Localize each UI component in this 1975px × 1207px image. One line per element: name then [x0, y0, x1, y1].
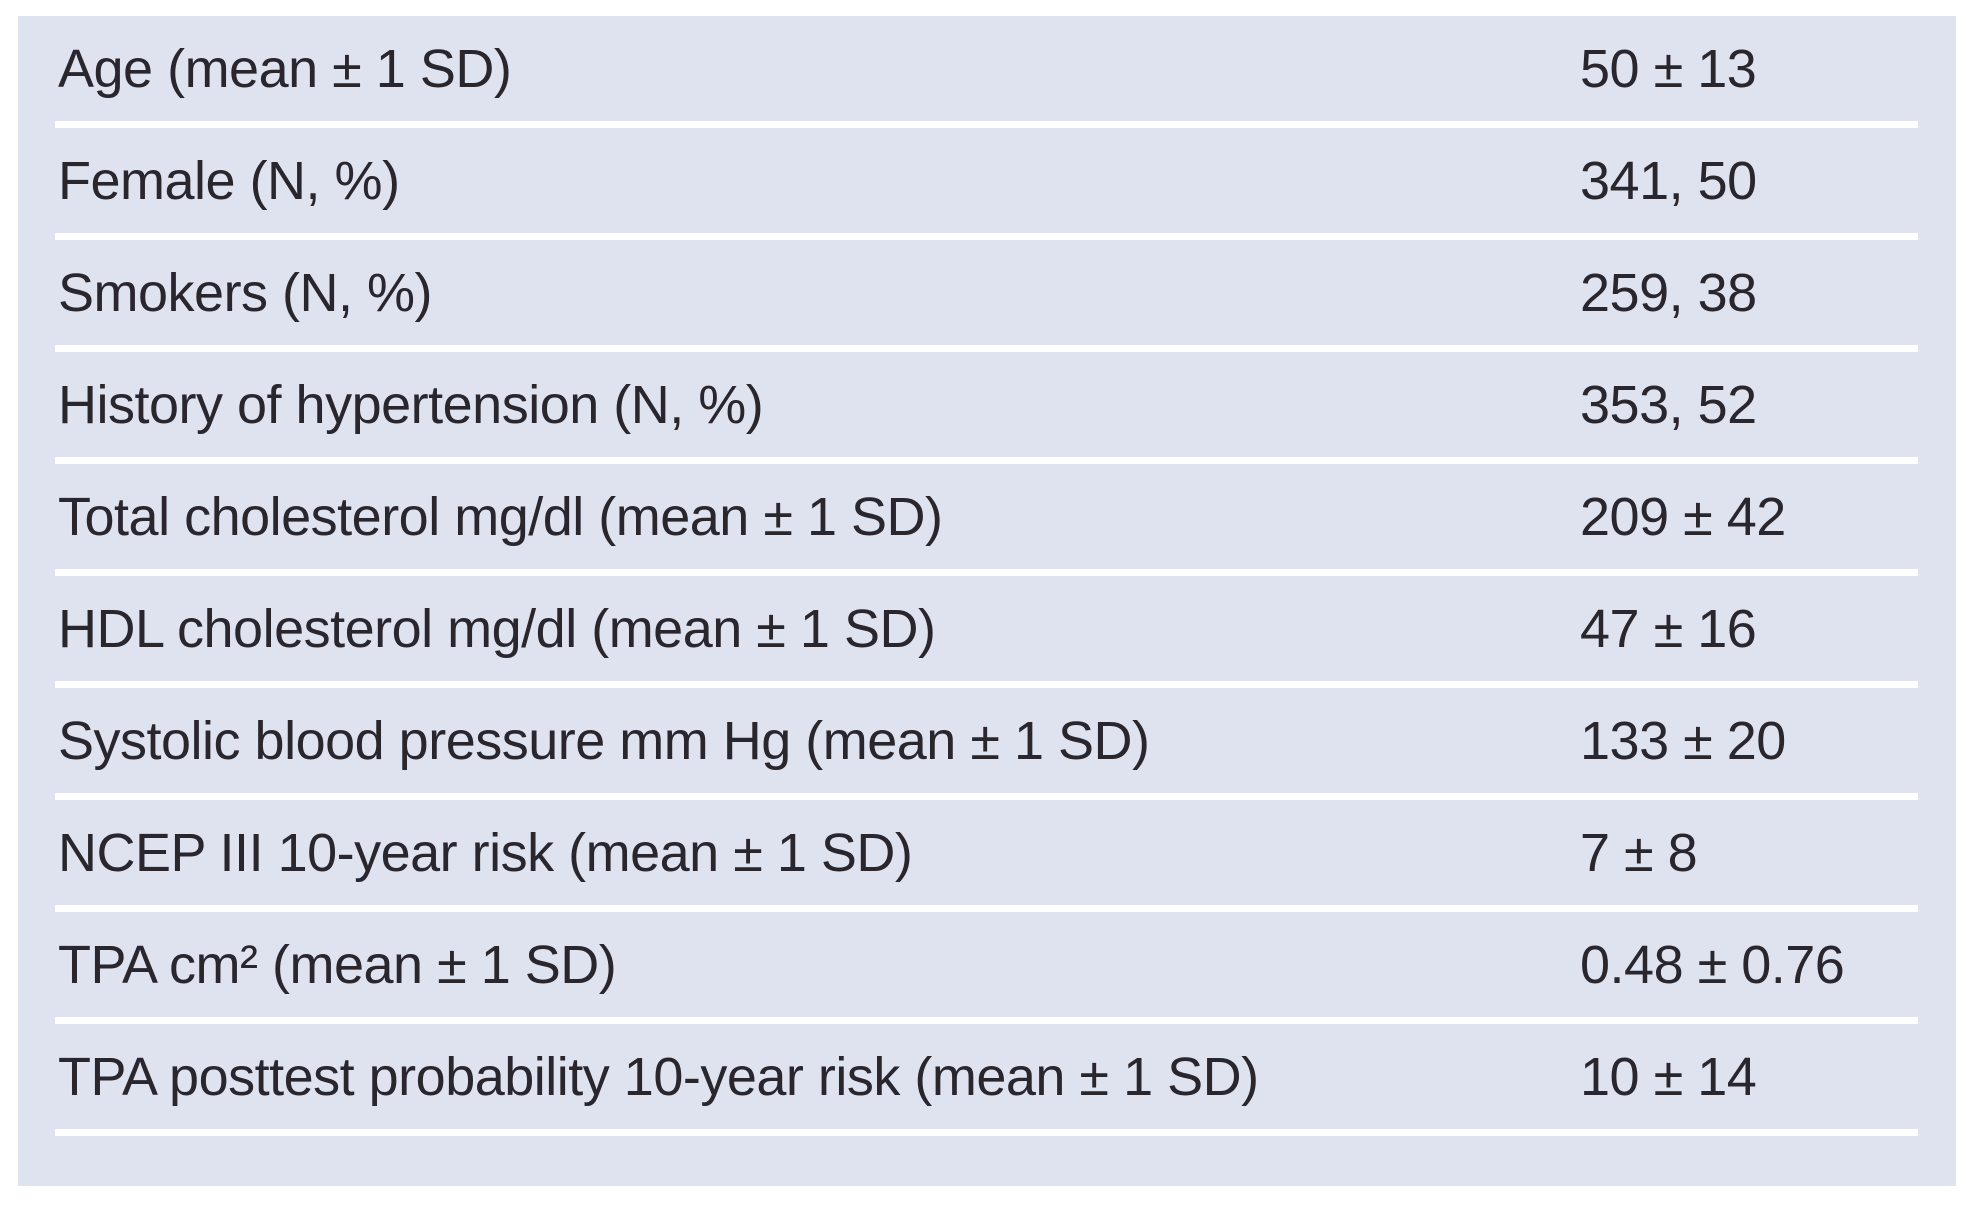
row-divider: [55, 233, 1918, 240]
row-divider: [55, 1017, 1918, 1024]
row-label: Smokers (N, %): [58, 262, 433, 323]
row-value: 7 ± 8: [1580, 822, 1698, 883]
row-label: TPA posttest probability 10-year risk (m…: [58, 1046, 1259, 1107]
row-value: 47 ± 16: [1580, 598, 1757, 659]
row-value: 353, 52: [1580, 374, 1757, 435]
row-divider: [55, 1129, 1918, 1136]
row-label: HDL cholesterol mg/dl (mean ± 1 SD): [58, 598, 936, 659]
row-value: 0.48 ± 0.76: [1580, 934, 1845, 995]
table-row: TPA cm² (mean ± 1 SD) 0.48 ± 0.76: [18, 912, 1956, 1017]
table-row: Smokers (N, %) 259, 38: [18, 240, 1956, 345]
row-value: 341, 50: [1580, 150, 1757, 211]
table-row: History of hypertension (N, %) 353, 52: [18, 352, 1956, 457]
table-row: TPA posttest probability 10-year risk (m…: [18, 1024, 1956, 1129]
row-label: History of hypertension (N, %): [58, 374, 764, 435]
row-divider: [55, 457, 1918, 464]
row-label: Total cholesterol mg/dl (mean ± 1 SD): [58, 486, 943, 547]
table-row: Female (N, %) 341, 50: [18, 128, 1956, 233]
table-row: Systolic blood pressure mm Hg (mean ± 1 …: [18, 688, 1956, 793]
row-label: NCEP III 10-year risk (mean ± 1 SD): [58, 822, 913, 883]
row-divider: [55, 121, 1918, 128]
row-divider: [55, 905, 1918, 912]
row-divider: [55, 793, 1918, 800]
row-label: Female (N, %): [58, 150, 400, 211]
table-row: HDL cholesterol mg/dl (mean ± 1 SD) 47 ±…: [18, 576, 1956, 681]
row-label: Systolic blood pressure mm Hg (mean ± 1 …: [58, 710, 1150, 771]
row-label: Age (mean ± 1 SD): [58, 38, 512, 99]
table-row: NCEP III 10-year risk (mean ± 1 SD) 7 ± …: [18, 800, 1956, 905]
table-row: Total cholesterol mg/dl (mean ± 1 SD) 20…: [18, 464, 1956, 569]
row-value: 10 ± 14: [1580, 1046, 1757, 1107]
row-label: TPA cm² (mean ± 1 SD): [58, 934, 617, 995]
row-divider: [55, 569, 1918, 576]
row-divider: [55, 681, 1918, 688]
row-value: 50 ± 13: [1580, 38, 1757, 99]
baseline-characteristics-table: Age (mean ± 1 SD) 50 ± 13 Female (N, %) …: [18, 16, 1956, 1186]
row-value: 133 ± 20: [1580, 710, 1786, 771]
row-divider: [55, 345, 1918, 352]
row-value: 209 ± 42: [1580, 486, 1786, 547]
table-row: Age (mean ± 1 SD) 50 ± 13: [18, 16, 1956, 121]
row-value: 259, 38: [1580, 262, 1757, 323]
